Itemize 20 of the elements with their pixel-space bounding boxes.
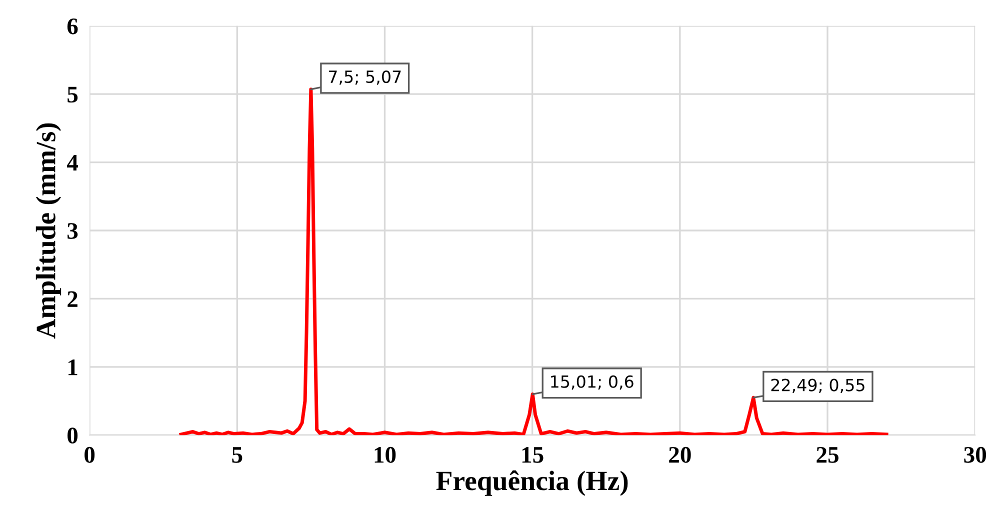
y-tick-label: 3 [68,223,78,239]
annotation: 22,49; 0,55 [771,378,864,394]
x-axis-title: Frequência (Hz) [436,470,628,496]
x-tick-label: 20 [669,446,691,463]
y-axis-title: Amplitude (mm/s) [36,123,62,339]
x-tick-label: 10 [374,446,396,463]
annotation: 15,01; 0,6 [551,375,634,390]
x-tick-label: 5 [232,447,242,463]
y-tick-label: 6 [67,18,78,34]
y-tick-label: 5 [68,86,78,103]
annotation: 7,5; 5,07 [328,70,401,85]
x-tick-label: 15 [522,447,544,463]
y-tick-label: 0 [68,428,78,444]
y-tick-label: 4 [66,154,78,170]
y-tick-label: 1 [68,360,78,376]
y-tick-label: 2 [68,291,78,307]
line-series [179,88,888,436]
x-tick-label: 30 [964,446,986,463]
x-tick-label: 25 [816,446,838,463]
x-tick-label: 0 [84,446,95,463]
